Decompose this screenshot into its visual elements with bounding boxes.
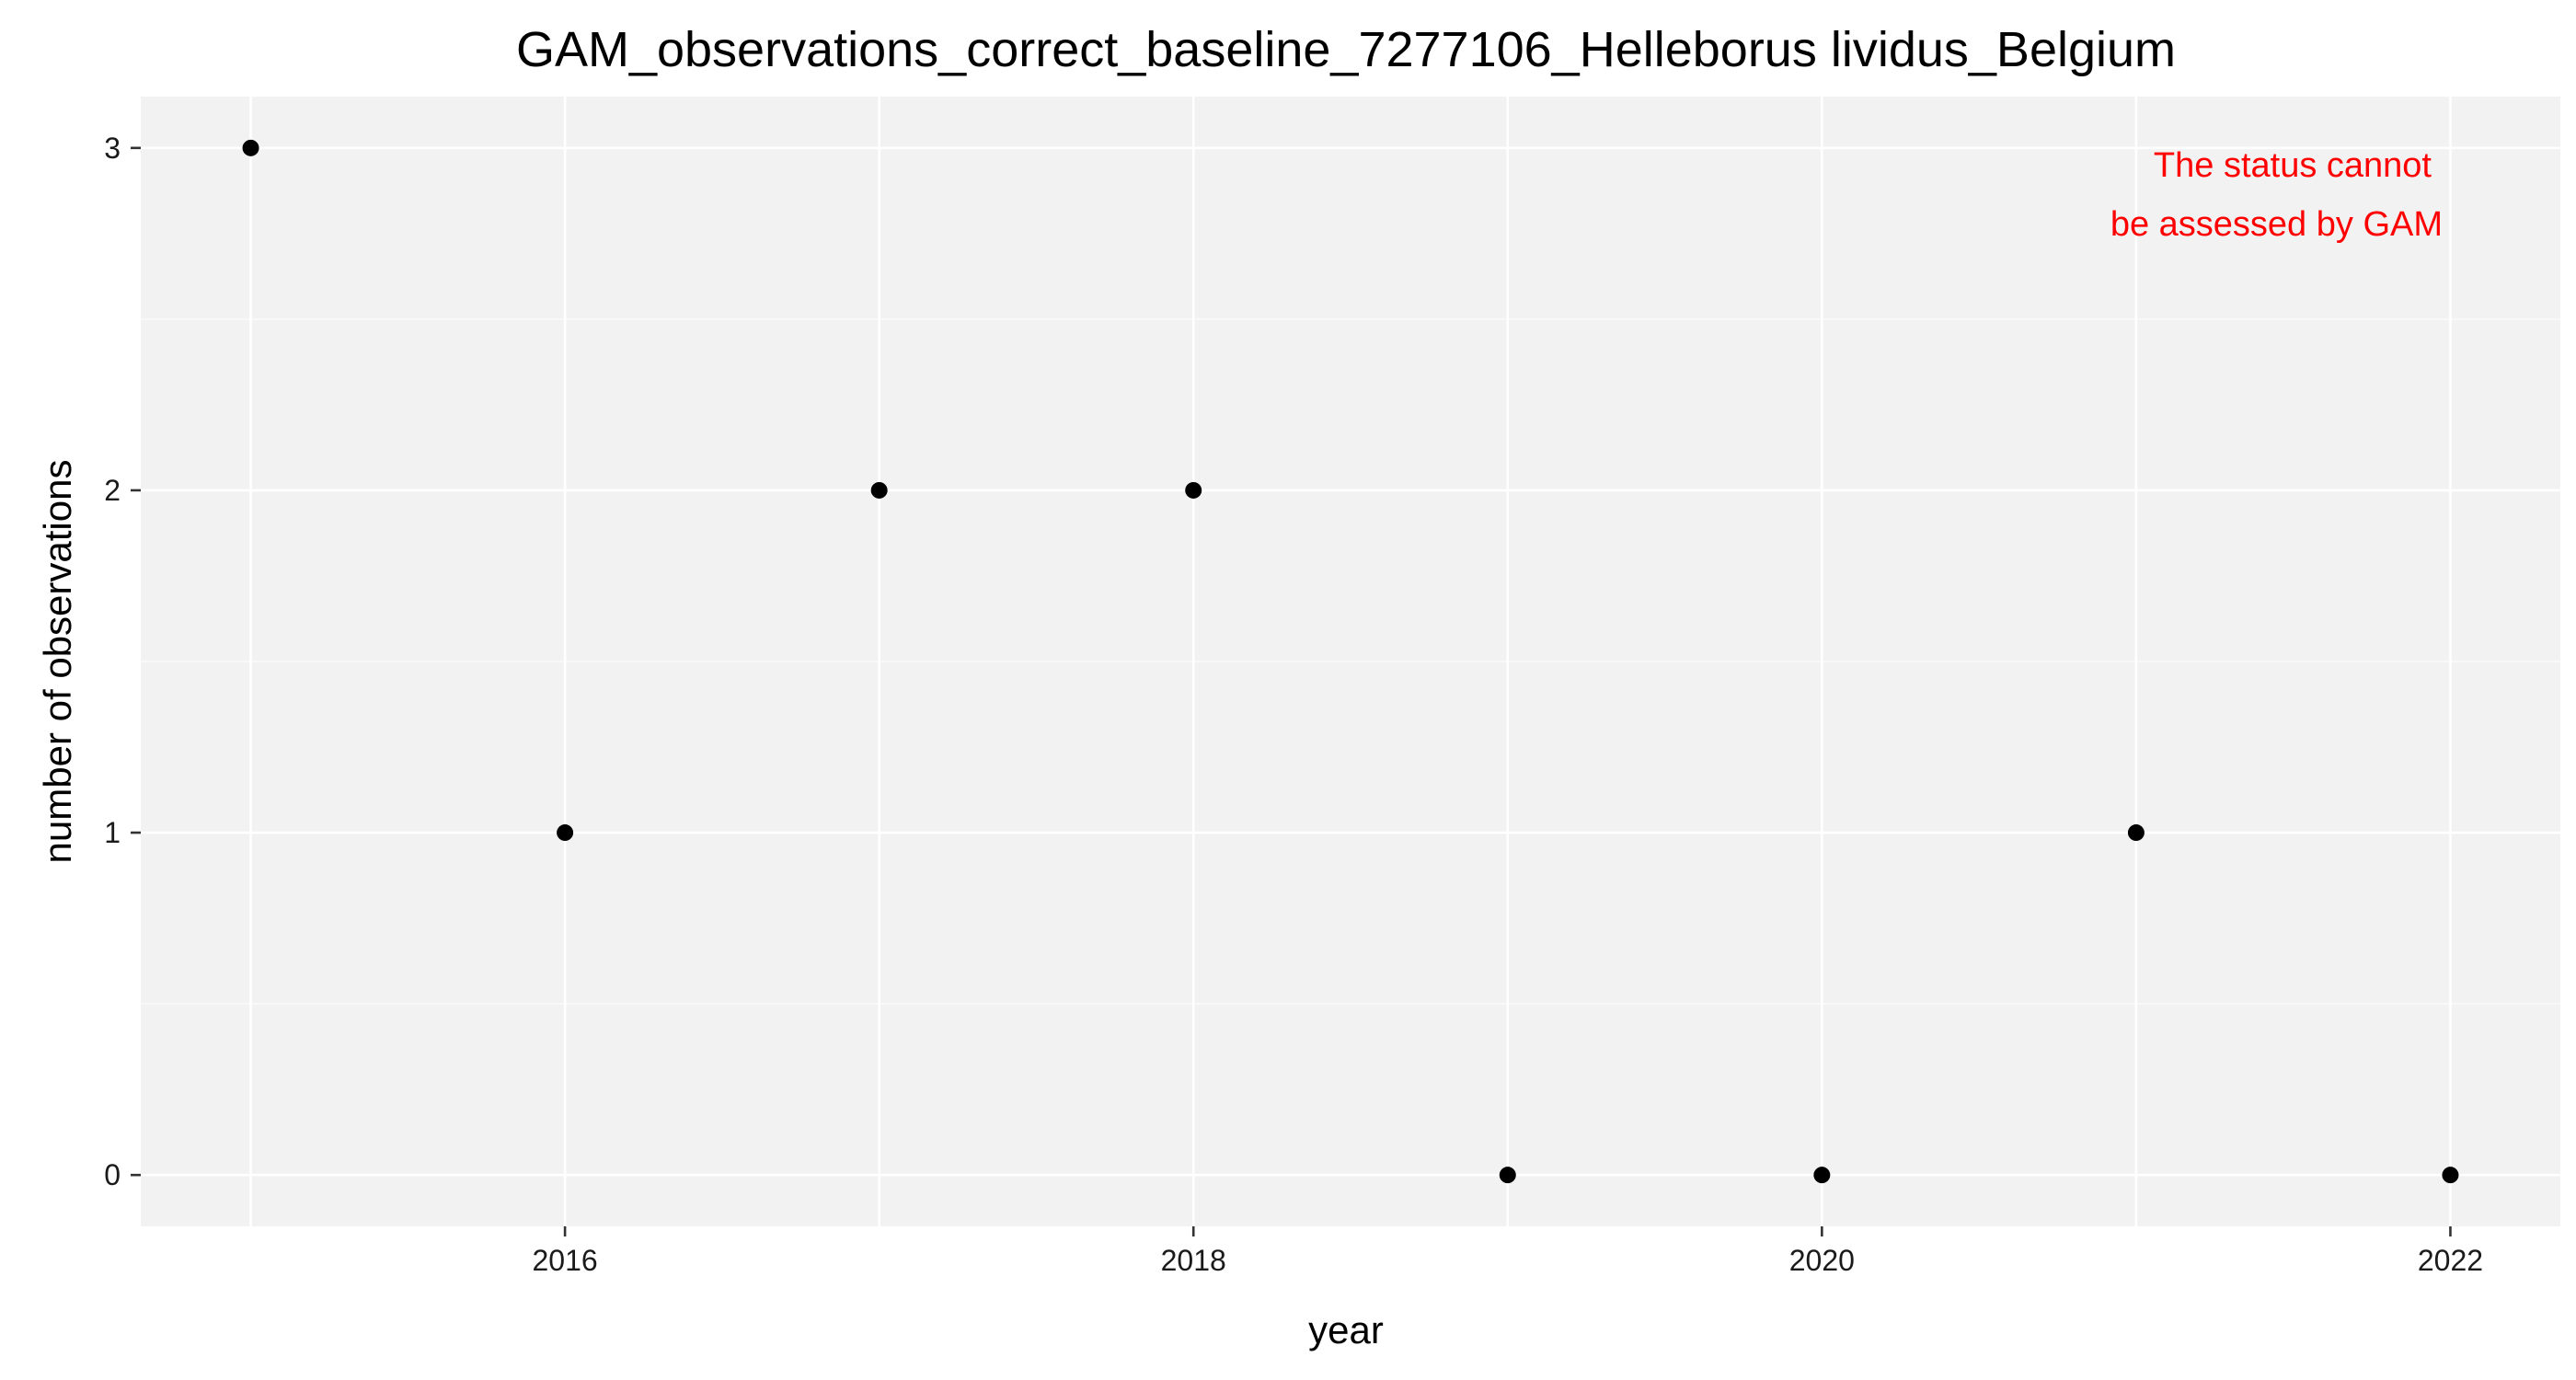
data-point (1499, 1167, 1516, 1184)
y-tick-label: 0 (104, 1158, 121, 1191)
x-tick-label: 2020 (1789, 1244, 1855, 1277)
data-point (2442, 1167, 2459, 1184)
x-tick-label: 2018 (1161, 1244, 1226, 1277)
y-tick-label: 3 (104, 132, 121, 165)
data-point (870, 481, 888, 499)
data-point (2127, 824, 2145, 842)
x-axis: 2016 2018 2020 2022 (533, 1226, 2483, 1277)
y-axis: 0 1 2 3 (104, 132, 141, 1191)
minor-grid (141, 318, 2560, 1005)
data-point (242, 139, 259, 156)
data-point (557, 824, 574, 842)
x-axis-title: year (1308, 1308, 1384, 1351)
y-tick-label: 2 (104, 474, 121, 507)
chart-title: GAM_observations_correct_baseline_727710… (516, 22, 2176, 77)
annotation-line-1: The status cannot (2154, 146, 2432, 185)
y-axis-title: number of observations (36, 460, 79, 864)
data-point (1185, 481, 1202, 499)
y-tick-label: 1 (104, 816, 121, 849)
data-point (1813, 1167, 1831, 1184)
major-grid (141, 97, 2560, 1226)
x-tick-label: 2016 (533, 1244, 598, 1277)
annotation: The status cannot be assessed by GAM (2110, 146, 2443, 244)
annotation-line-2: be assessed by GAM (2110, 205, 2443, 244)
data-points (242, 139, 2459, 1184)
x-tick-label: 2022 (2418, 1244, 2483, 1277)
